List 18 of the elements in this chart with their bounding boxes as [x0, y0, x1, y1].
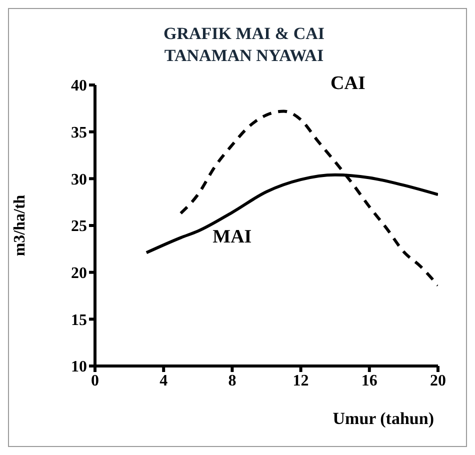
y-tick-label: 35: [71, 124, 87, 142]
y-tick-label: 10: [71, 358, 87, 376]
x-tick-label: 8: [228, 372, 236, 390]
text: CAI: [330, 73, 366, 94]
x-tick-label: 12: [292, 372, 309, 390]
y-tick-label: 15: [71, 312, 87, 329]
x-tick-label: 0: [91, 372, 99, 390]
x-tick-label: 20: [430, 372, 446, 390]
y-tick-label: 25: [71, 218, 87, 236]
y-tick-label: 40: [71, 78, 87, 95]
series-label: MAI: [212, 226, 252, 248]
y-axis-title: m3/ha/th: [12, 194, 29, 256]
x-axis-title: Umur (tahun): [332, 409, 434, 428]
x-tick-label: 4: [160, 372, 168, 390]
y-tick-label: 30: [71, 171, 87, 188]
y-tick-label: 20: [71, 265, 87, 282]
chart-title: GRAFIK MAI & CAI TANAMAN NYAWAI: [162, 23, 326, 67]
x-tick-label: 16: [361, 372, 378, 390]
